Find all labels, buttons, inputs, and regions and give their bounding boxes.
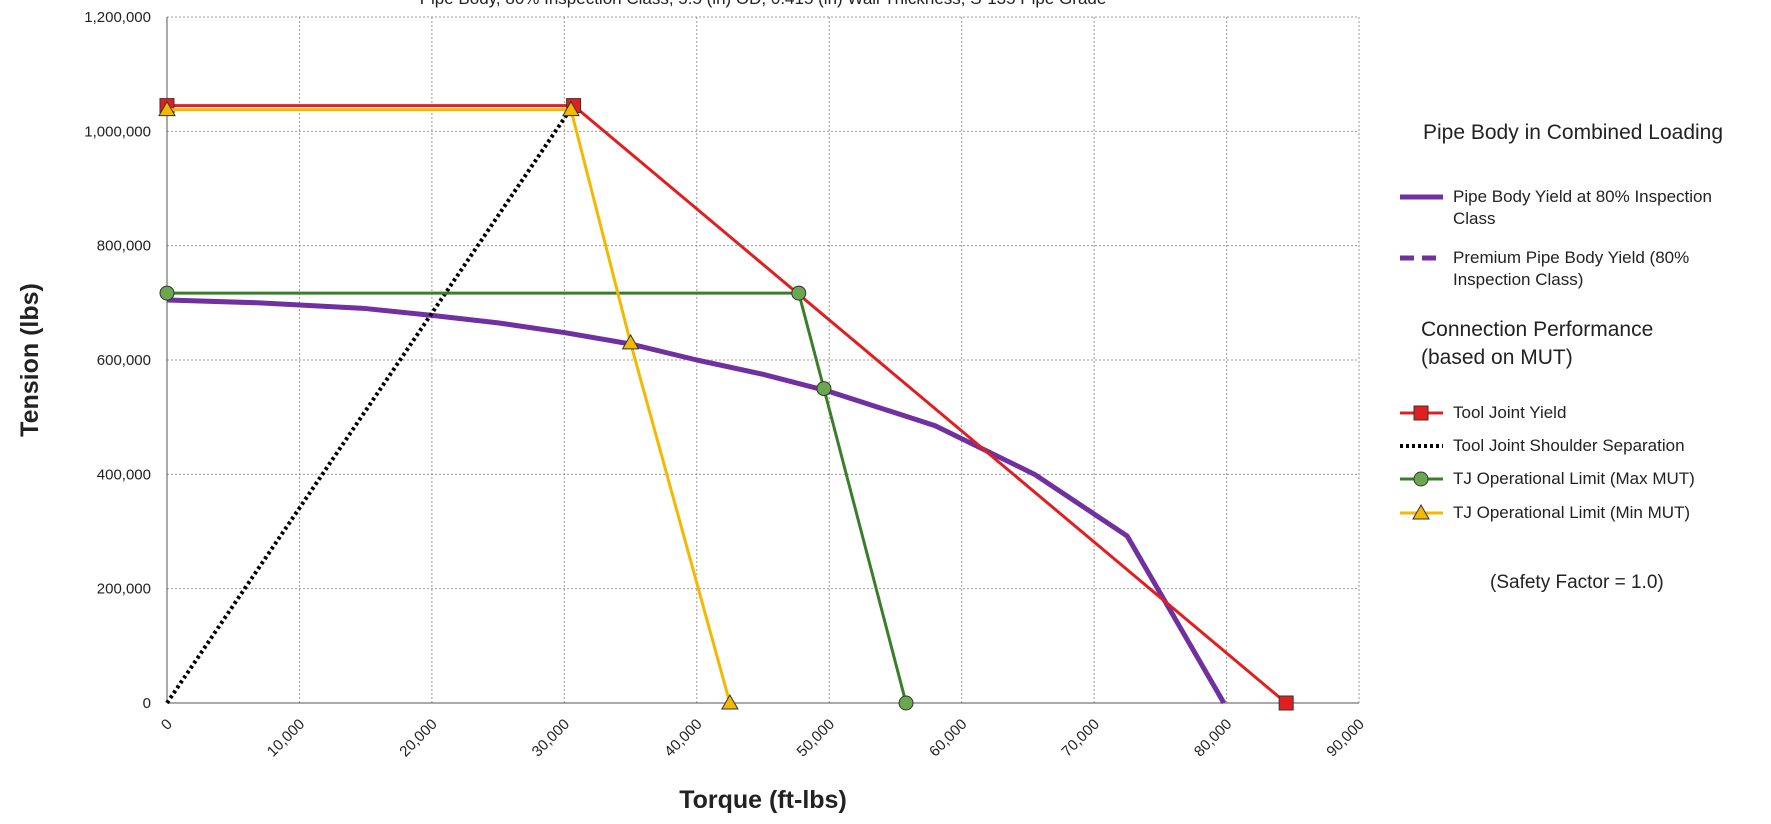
marker [158, 100, 176, 117]
legend-label: Tool Joint Yield [1453, 403, 1567, 422]
x-tick-label: 50,000 [794, 716, 838, 760]
marker [621, 333, 640, 350]
marker [816, 381, 832, 397]
y-tick-label: 1,000,000 [84, 123, 151, 140]
series-line [167, 108, 732, 704]
y-tick-label: 1,200,000 [84, 9, 151, 26]
series-line [166, 297, 1227, 705]
x-tick-label: 40,000 [661, 716, 705, 760]
marker [1412, 503, 1430, 520]
y-tick-label: 200,000 [97, 581, 151, 598]
marker [791, 285, 807, 301]
x-tick-label: 90,000 [1323, 716, 1367, 760]
x-tick-label: 20,000 [396, 716, 440, 760]
y-tick-label: 0 [143, 695, 151, 712]
y-tick-label: 600,000 [97, 352, 151, 369]
legend-subtitle: Connection Performance (based on MUT) [1421, 318, 1654, 369]
series-line [167, 104, 1288, 705]
x-tick-label: 70,000 [1058, 716, 1102, 760]
x-tick-label: 60,000 [926, 716, 970, 760]
legend-label: Premium Pipe Body Yield (80% Inspection … [1453, 248, 1690, 289]
legend-label: TJ Operational Limit (Max MUT) [1453, 469, 1695, 488]
marker [721, 693, 739, 710]
x-tick-label: 80,000 [1191, 716, 1235, 760]
marker [898, 695, 914, 711]
marker [159, 285, 175, 301]
chart-title: Pipe Body, 80% Inspection Class, 5.5 (in… [420, 0, 1107, 8]
legend-label: TJ Operational Limit (Min MUT) [1453, 503, 1691, 522]
marker [562, 100, 580, 117]
y-axis-title: Tension (lbs) [16, 283, 44, 437]
legend-label: Tool Joint Shoulder Separation [1453, 436, 1685, 455]
marker [1413, 471, 1429, 487]
series-line [167, 291, 908, 704]
legend-title: Pipe Body in Combined Loading [1423, 121, 1724, 144]
legend-label: Pipe Body Yield at 80% Inspection Class [1453, 187, 1712, 228]
y-tick-label: 800,000 [97, 238, 151, 255]
x-tick-label: 30,000 [529, 716, 573, 760]
x-axis-title: Torque (ft-lbs) [679, 786, 847, 814]
marker [1278, 695, 1294, 711]
x-tick-label: 10,000 [264, 716, 308, 760]
x-tick-label: 0 [158, 716, 176, 734]
series-line [165, 107, 573, 705]
note: (Safety Factor = 1.0) [1490, 572, 1664, 593]
marker [1413, 405, 1429, 421]
y-tick-label: 400,000 [97, 466, 151, 483]
